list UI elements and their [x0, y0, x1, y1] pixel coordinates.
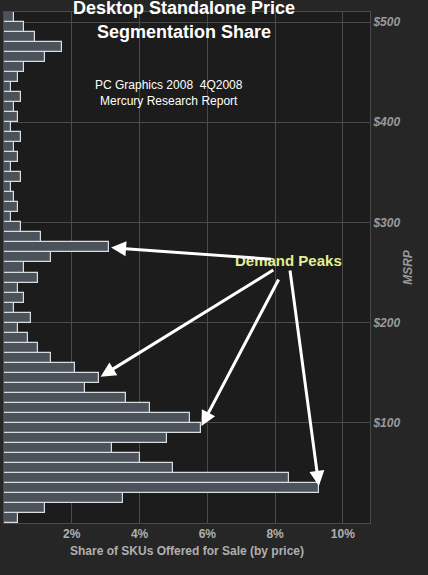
svg-text:Demand Peaks: Demand Peaks [235, 252, 342, 269]
svg-text:Desktop Standalone PriceSegmen: Desktop Standalone PriceSegmentation Sha… [73, 0, 295, 42]
svg-text:$100: $100 [372, 416, 400, 430]
svg-text:$200: $200 [372, 316, 400, 330]
svg-text:$400: $400 [372, 115, 400, 129]
svg-text:6%: 6% [199, 527, 217, 541]
svg-text:$300: $300 [372, 216, 400, 230]
svg-text:2%: 2% [63, 527, 81, 541]
svg-text:10%: 10% [331, 527, 355, 541]
svg-text:MSRP: MSRP [401, 249, 415, 285]
svg-text:PC Graphics 2008 4Q2008Mercur: PC Graphics 2008 4Q2008Mercury Research … [95, 78, 243, 108]
svg-text:$500: $500 [372, 15, 400, 29]
svg-text:4%: 4% [131, 527, 149, 541]
svg-text:8%: 8% [266, 527, 284, 541]
svg-text:Share of SKUs Offered for Sale: Share of SKUs Offered for Sale (by price… [70, 544, 304, 558]
